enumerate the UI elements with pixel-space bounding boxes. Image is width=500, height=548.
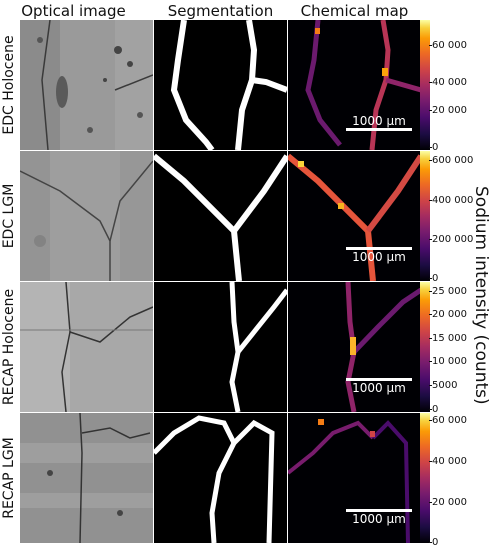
colorbar-tick: 25 000 bbox=[429, 286, 467, 297]
segmentation-grain-boundaries bbox=[170, 20, 287, 150]
chemical-map-edc-lgm: 1000 µm bbox=[288, 151, 421, 281]
column-title-chemical: Chemical map bbox=[300, 2, 409, 20]
colorbar-axis-label: Sodium intensity (counts) bbox=[471, 186, 491, 405]
scale-bar bbox=[346, 247, 412, 250]
colorbar-tick: 20 000 bbox=[429, 309, 467, 320]
optical-image-recap-lgm bbox=[20, 413, 153, 543]
colorbar-tick: 60 000 bbox=[429, 40, 467, 51]
scale-bar-label: 1000 µm bbox=[352, 250, 406, 264]
colorbar-tick: 0 bbox=[428, 404, 439, 415]
colorbar-tick: 200 000 bbox=[428, 234, 474, 245]
segmentation-edc-lgm bbox=[154, 151, 287, 281]
colorbar-tick: 40 000 bbox=[429, 456, 467, 467]
colorbar-edc-lgm bbox=[420, 151, 430, 281]
optical-image-edc-holocene bbox=[20, 20, 153, 150]
optical-image-recap-holocene bbox=[20, 282, 153, 412]
row-label-edc-lgm: EDC LGM bbox=[1, 183, 17, 249]
colorbar-edc-holocene bbox=[420, 20, 430, 150]
row-label-recap-lgm: RECAP LGM bbox=[1, 437, 17, 519]
optical-image-edc-lgm bbox=[20, 151, 153, 281]
colorbar-tick: 60 000 bbox=[429, 415, 467, 426]
colorbar-recap-holocene bbox=[420, 282, 430, 412]
scale-bar bbox=[346, 378, 412, 381]
row-label-edc-holocene: EDC Holocene bbox=[1, 35, 17, 135]
scale-bar-label: 1000 µm bbox=[352, 512, 406, 526]
scale-bar-label: 1000 µm bbox=[352, 381, 406, 395]
scale-bar bbox=[346, 509, 412, 512]
colorbar-tick: 15 000 bbox=[429, 333, 467, 344]
row-label-recap-holocene: RECAP Holocene bbox=[1, 288, 17, 406]
segmentation-recap-lgm bbox=[154, 413, 287, 543]
colorbar-tick: 0 bbox=[428, 537, 439, 548]
optical-texture bbox=[20, 151, 153, 281]
colorbar-tick: 20 000 bbox=[429, 497, 467, 508]
segmentation-grain-boundaries bbox=[229, 282, 287, 412]
optical-texture bbox=[20, 413, 153, 543]
chemical-map-recap-lgm: 1000 µm bbox=[288, 413, 421, 543]
column-title-segmentation: Segmentation bbox=[167, 2, 274, 20]
segmentation-edc-holocene bbox=[154, 20, 287, 150]
optical-texture bbox=[20, 20, 153, 150]
colorbar-tick: 5000 bbox=[428, 380, 458, 391]
column-title-optical: Optical image bbox=[21, 2, 126, 20]
colorbar-recap-lgm bbox=[420, 413, 430, 543]
colorbar-tick: 0 bbox=[428, 142, 439, 153]
chemical-map-heatmap bbox=[345, 282, 421, 412]
segmentation-recap-holocene bbox=[154, 282, 287, 412]
colorbar-tick: 400 000 bbox=[428, 195, 474, 206]
colorbar-tick: 40 000 bbox=[429, 77, 467, 88]
chemical-map-edc-holocene: 1000 µm bbox=[288, 20, 421, 150]
colorbar-tick: 20 000 bbox=[429, 105, 467, 116]
segmentation-grain-boundaries bbox=[154, 415, 275, 543]
chemical-map-recap-holocene: 1000 µm bbox=[288, 282, 421, 412]
colorbar-tick: 10 000 bbox=[429, 356, 467, 367]
scale-bar bbox=[346, 128, 412, 131]
scale-bar-label: 1000 µm bbox=[352, 114, 406, 128]
chemical-map-heatmap bbox=[288, 419, 410, 543]
colorbar-tick: 0 bbox=[428, 273, 439, 284]
optical-texture bbox=[20, 282, 153, 412]
chemical-map-heatmap bbox=[305, 20, 421, 150]
segmentation-grain-boundaries bbox=[154, 153, 287, 281]
colorbar-tick: 600 000 bbox=[428, 155, 474, 166]
